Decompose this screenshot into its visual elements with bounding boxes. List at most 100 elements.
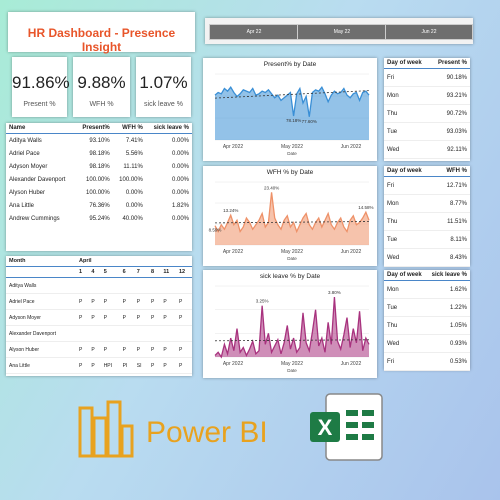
table-row[interactable]: Ana Little 76.36% 0.00% 1.82% [6, 199, 192, 212]
wfh-chart: Apr 2022 May 2022 Jun 2022 Date 8.59% 13.24% 2… [209, 181, 373, 261]
attendance-cell: P [76, 357, 89, 374]
table-row[interactable]: Alyson Huber 100.00% 0.00% 0.00% [6, 186, 192, 199]
wfh-chart-title: WFH % by Date [266, 169, 314, 176]
table-row[interactable]: Thu 90.72% [384, 104, 470, 123]
col-wfh[interactable]: WFH % [112, 123, 146, 134]
data-label: 3.80% [328, 290, 341, 295]
table-cell: Aditya Walls [9, 137, 42, 144]
table-cell: 7.41% [125, 137, 143, 144]
attendance-cell: P [100, 309, 120, 326]
col-sick[interactable]: sick leave % [145, 123, 192, 134]
x-axis-label: Date [287, 151, 297, 156]
day-header: 1 [76, 266, 89, 278]
sick-chart-panel: sick leave % by Date Apr 2022 May 2022 Jun… [203, 270, 377, 378]
weekday-header[interactable]: Day of week [384, 166, 436, 177]
table-row[interactable]: Tue 1.22% [384, 298, 470, 317]
attendance-row[interactable]: Adyson Moyer P P P P P P P P [6, 309, 192, 326]
table-row[interactable]: Andrew Cummings 95.24% 40.00% 0.00% [6, 212, 192, 225]
month-header: Month [6, 256, 76, 267]
x-tick-label: Apr 2022 [223, 144, 244, 150]
sick-chart-title: sick leave % by Date [259, 273, 321, 280]
col-present[interactable]: Present% [75, 123, 113, 134]
attendance-cell [160, 325, 176, 342]
data-label: 77.60% [302, 119, 317, 124]
table-cell: Thu [384, 212, 436, 231]
table-row[interactable]: Alexander Davenport 100.00% 100.00% 0.00% [6, 173, 192, 186]
table-row[interactable]: Wed 0.93% [384, 334, 470, 353]
table-row[interactable]: Mon 8.77% [384, 194, 470, 213]
attendance-cell: P [133, 293, 148, 310]
table-row[interactable]: Thu 11.51% [384, 212, 470, 231]
table-row[interactable]: Fri 0.53% [384, 352, 470, 371]
data-label: 3.25% [256, 299, 269, 304]
attendance-cell [175, 277, 192, 294]
attendance-matrix: Month April 1 4 5 6 7 8 11 12 Aditya Walls Adrie… [6, 256, 192, 374]
attendance-cell: P [119, 293, 134, 310]
table-cell: Ana Little [9, 202, 35, 209]
table-row[interactable]: Wed 92.11% [384, 140, 470, 159]
attendance-cell: P [100, 341, 120, 358]
table-cell: 0.00% [171, 163, 189, 170]
attendance-row[interactable]: Aditya Walls [6, 277, 192, 294]
table-cell: Thu [384, 104, 431, 123]
weekday-header[interactable]: WFH % [435, 166, 470, 177]
kpi-sick-label: sick leave % [144, 101, 183, 108]
attendance-row[interactable]: Ana Little P P HPI PI SI P P P [6, 357, 192, 374]
weekday-header[interactable]: Day of week [384, 58, 431, 69]
table-row[interactable]: Fri 90.18% [384, 68, 470, 87]
weekday-wfh-table: Day of week WFH % Fri 12.71% Mon 8.77% Thu 11.5… [384, 166, 470, 267]
attendance-name: Alexander Davenport [6, 325, 76, 342]
attendance-row[interactable]: Alyson Huber P P P P P P P P [6, 341, 192, 358]
attendance-cell: P [88, 357, 101, 374]
table-cell: 1.82% [171, 202, 189, 209]
employee-table-panel: Name Present% WFH % sick leave % Aditya … [6, 123, 192, 251]
attendance-cell: P [147, 309, 161, 326]
table-cell: Mon [384, 280, 427, 299]
day-header: 8 [147, 266, 161, 278]
weekday-header[interactable]: Day of week [384, 270, 427, 281]
table-cell: Alyson Huber [9, 189, 46, 196]
attendance-cell: P [160, 341, 176, 358]
table-row[interactable]: Wed 8.43% [384, 248, 470, 267]
wfh-chart-panel: WFH % by Date Apr 2022 May 2022 Jun 2022 Da… [203, 166, 377, 266]
kpi-sick-value: 1.07% [139, 73, 188, 92]
attendance-cell [175, 325, 192, 342]
weekday-header[interactable]: sick leave % [426, 270, 470, 281]
weekday-sick-panel: Day of week sick leave % Mon 1.62% Tue 1.22% T… [384, 270, 470, 371]
present-chart-panel: Present% by Date Apr 2022 May 2022 Jun 202… [203, 58, 377, 161]
attendance-row[interactable]: Adriel Pace P P P P P P P P [6, 293, 192, 310]
attendance-cell: P [76, 293, 89, 310]
table-row[interactable]: Fri 12.71% [384, 176, 470, 195]
table-cell: Tue [384, 298, 427, 317]
day-header: 5 [100, 266, 120, 278]
excel-logo-icon: X [310, 393, 383, 461]
table-row[interactable]: Adyson Moyer 98.18% 11.11% 0.00% [6, 160, 192, 173]
attendance-cell [100, 277, 120, 294]
col-name[interactable]: Name [6, 123, 76, 134]
powerbi-logo-icon [78, 400, 134, 458]
slicer-may[interactable]: May 22 [297, 24, 387, 40]
table-cell: 5.56% [125, 150, 143, 157]
table-cell: 93.10% [89, 137, 110, 144]
table-row[interactable]: Adriel Pace 98.18% 5.56% 0.00% [6, 147, 192, 160]
table-row[interactable]: Mon 93.21% [384, 86, 470, 105]
attendance-name: Ana Little [6, 357, 76, 374]
table-cell: 95.24% [89, 215, 110, 222]
table-row[interactable]: Tue 93.03% [384, 122, 470, 141]
slicer-apr[interactable]: Apr 22 [209, 24, 299, 40]
table-cell: Fri [384, 68, 431, 87]
attendance-matrix-panel: Month April 1 4 5 6 7 8 11 12 Aditya Walls Adrie… [6, 256, 192, 376]
attendance-cell [147, 325, 161, 342]
attendance-cell: P [76, 341, 89, 358]
attendance-cell [76, 277, 89, 294]
table-row[interactable]: Thu 1.05% [384, 316, 470, 335]
slicer-jun[interactable]: Jun 22 [385, 24, 473, 40]
series-area [215, 87, 369, 140]
series-line [214, 85, 370, 117]
table-row[interactable]: Tue 8.11% [384, 230, 470, 249]
attendance-row[interactable]: Alexander Davenport [6, 325, 192, 342]
table-row[interactable]: Aditya Walls 93.10% 7.41% 0.00% [6, 134, 192, 148]
weekday-header[interactable]: Present % [430, 58, 470, 69]
table-row[interactable]: Mon 1.62% [384, 280, 470, 299]
attendance-cell [76, 325, 89, 342]
